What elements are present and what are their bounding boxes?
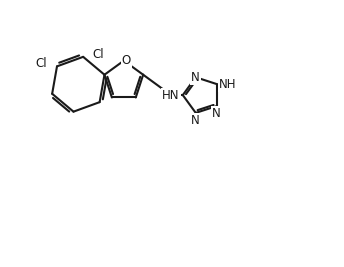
Text: N: N [212, 107, 221, 120]
Text: Cl: Cl [36, 57, 47, 70]
Text: HN: HN [162, 89, 180, 101]
Text: N: N [191, 71, 200, 84]
Text: O: O [122, 54, 131, 67]
Text: NH: NH [219, 77, 237, 91]
Text: N: N [191, 114, 200, 127]
Text: Cl: Cl [93, 48, 105, 61]
